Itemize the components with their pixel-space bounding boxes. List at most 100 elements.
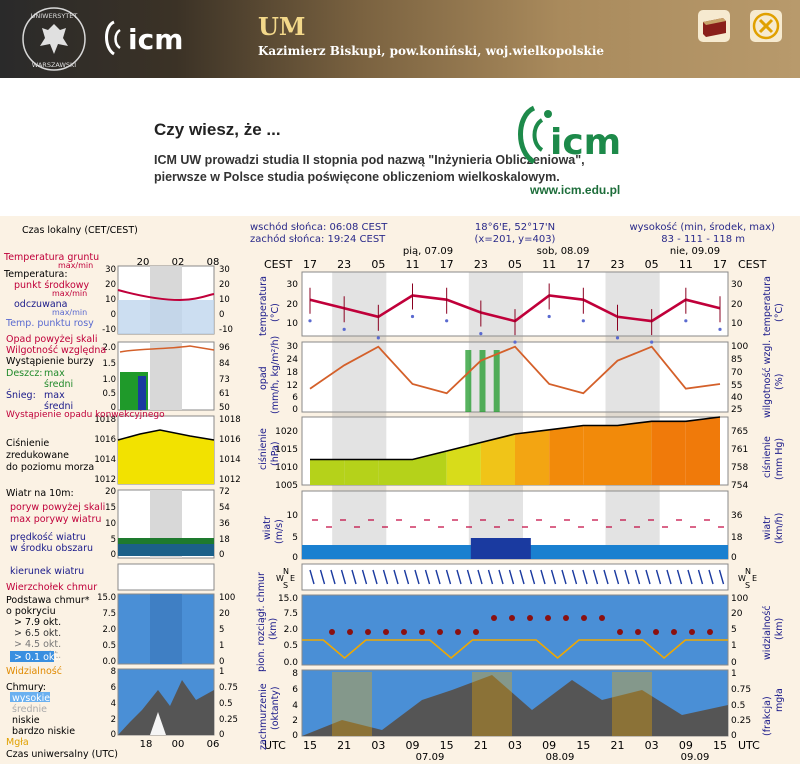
compass-w-l: W: [276, 574, 284, 583]
sunset-label: zachód słońca: 19:24 CEST: [250, 233, 386, 245]
side-cov: zachmurzenie: [258, 683, 269, 750]
info-banner[interactable]: [0, 86, 800, 212]
side-cloud-2: (km): [268, 618, 279, 640]
m-cov-r-4: 0: [731, 731, 737, 741]
utc-hour-9: 21: [611, 739, 625, 752]
legend-snow-max: max: [44, 390, 65, 401]
l-rain-l-1: 1.5: [102, 359, 116, 369]
legend-feels-maxmin: max/min: [52, 308, 87, 317]
pressure-seg-0: [310, 459, 345, 485]
wind-arrow-12: [435, 569, 441, 585]
book-icon[interactable]: [696, 8, 732, 44]
compass-n-l: N: [283, 567, 289, 576]
pressure-seg-10: [651, 421, 686, 485]
cest-hour-5: 23: [474, 258, 488, 271]
m-temp-r-1: 20: [731, 300, 743, 310]
icm-header-text: icm: [128, 23, 183, 56]
legend-pressure-3: do poziomu morza: [6, 462, 94, 473]
rain-bar-1: [479, 350, 486, 412]
dew-dot-9: [615, 336, 620, 340]
m-cloud-r-3: 1: [731, 641, 737, 651]
m-cloud-l-1: 7.5: [284, 609, 298, 619]
l-wind-r-4: 0: [219, 550, 224, 560]
wind-arrow-24: [561, 569, 567, 585]
coords-label: 18°6'E, 52°17'N: [475, 222, 555, 233]
wind-arrow-19: [508, 569, 515, 585]
m-cloud-r-1: 20: [731, 609, 743, 619]
m-cov-l-0: 8: [292, 669, 298, 679]
cloud-base-dots: [329, 615, 713, 635]
legend-feels: odczuwana: [14, 299, 68, 310]
legend-utc-2: 06: [207, 739, 220, 750]
l-pres-l-3: 1012: [94, 475, 116, 485]
pressure-seg-6: [515, 429, 550, 485]
l-temp-l-4: -10: [102, 325, 116, 335]
main-night-overlay: [332, 272, 660, 559]
legend-ground-temp: Temperatura gruntu: [3, 252, 99, 263]
pressure-line: [310, 416, 721, 461]
cest-hour-10: 05: [645, 258, 659, 271]
cloud-dot-17: [635, 629, 641, 635]
app-header: UNIWERSYTET WARSZAWSKI icm UM Kazimierz …: [0, 0, 800, 78]
legend-okt-45: > 4.5 okt.: [14, 639, 61, 650]
dew-dot-12: [718, 327, 722, 331]
cloud-dot-14: [581, 615, 587, 621]
legend-hour-2: 08: [207, 257, 220, 268]
wind-arrow-23: [550, 569, 557, 585]
side-pres-unit-r: (mm Hg): [774, 438, 785, 480]
side-cloud-1: pion. rozciągł. chmur: [256, 572, 267, 672]
m-temp-r-2: 10: [731, 319, 743, 329]
legend-wind-title: Wiatr na 10m:: [6, 488, 74, 499]
uw-logo-bottom: WARSZAWSKI: [32, 61, 77, 69]
side-wind-unit-r: (km/h): [774, 513, 785, 544]
l-wind-l-1: 15: [105, 503, 116, 513]
cest-hour-2: 05: [371, 258, 385, 271]
utc-hour-6: 03: [508, 739, 522, 752]
main-direction-panel: [301, 563, 729, 591]
m-rain-l-3: 12: [287, 381, 298, 391]
legend-c-low: niskie: [12, 715, 40, 726]
legend-precip-title: Opad powyżej skali: [6, 334, 98, 345]
legend-gust-over: poryw powyżej skali: [10, 502, 105, 513]
wind-arrow-22: [540, 569, 546, 585]
compass-w-r: W: [738, 574, 746, 583]
legend-cloud-base: Podstawa chmur*: [6, 595, 90, 606]
m-pres-l-3: 1005: [275, 481, 298, 491]
cloud-dot-7: [455, 629, 461, 635]
l-pres-r-3: 1012: [219, 475, 241, 485]
temperature-range-bars: [309, 283, 721, 336]
wind-arrow-36: [687, 569, 693, 585]
cloud-dot-3: [383, 629, 389, 635]
cloud-dot-1: [347, 629, 353, 635]
cloud-dot-18: [653, 629, 659, 635]
legend-cloud-base-2: o pokryciu: [6, 606, 56, 617]
m-pres-r-1: 761: [731, 445, 748, 455]
m-rain-l-2: 18: [287, 368, 299, 378]
close-icon[interactable]: [748, 8, 784, 44]
cloud-dot-8: [473, 629, 479, 635]
icm-header-logo: icm: [105, 20, 183, 56]
wind-arrow-11: [424, 569, 431, 585]
m-cov-r-1: 0.75: [731, 685, 751, 695]
l-cloud-l-1: 7.5: [102, 609, 116, 619]
pressure-seg-9: [617, 421, 652, 485]
wind-arrow-26: [582, 569, 588, 585]
cloud-dot-6: [437, 629, 443, 635]
m-rain-r-2: 70: [731, 368, 743, 378]
l-wind-l-3: 5: [111, 535, 116, 545]
sunrise-label: wschód słońca: 06:08 CEST: [250, 221, 388, 233]
l-pres-r-0: 1018: [219, 415, 241, 425]
side-fog-2: mgła: [774, 688, 785, 712]
pressure-seg-8: [583, 425, 618, 485]
side-temp: temperatura: [258, 276, 269, 336]
utc-hour-4: 15: [440, 739, 454, 752]
fog-band-0: [332, 672, 372, 736]
l-rain-l-3: 0.5: [102, 389, 116, 399]
wind-arrow-8: [393, 569, 399, 585]
pressure-seg-1: [344, 459, 379, 485]
legend-conv: Wystąpienie opadu konwekcyjnego: [6, 410, 165, 420]
l-cloud-l-0: 15.0: [97, 593, 116, 603]
l-wind-l-4: 0: [111, 550, 116, 560]
wind-arrow-27: [592, 569, 599, 585]
banner-url-link[interactable]: www.icm.edu.pl: [530, 183, 621, 197]
